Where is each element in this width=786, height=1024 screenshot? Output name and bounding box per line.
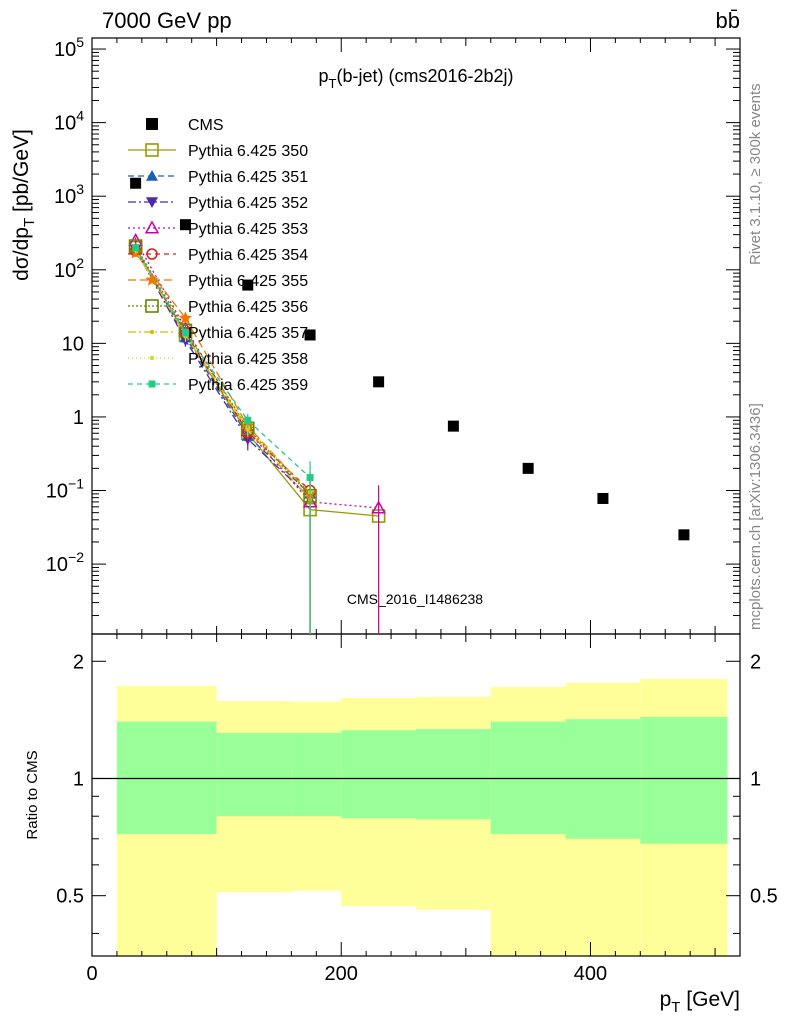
mc-series-layer [128, 232, 386, 634]
ratio-frame-border [91, 633, 741, 957]
legend-item: Pythia 6.425 351 [128, 169, 308, 186]
process-label: bb̄ [716, 8, 740, 33]
green-band [291, 732, 342, 817]
marker [306, 474, 314, 482]
y-tick-label: 1 [73, 407, 84, 429]
marker [678, 529, 690, 541]
x-axis-label: pT [GeV] [660, 988, 740, 1016]
marker [144, 220, 160, 234]
marker [149, 329, 155, 335]
series-line [135, 245, 311, 497]
cms-data-layer [130, 177, 690, 541]
ratio-y-tick-label-right: 2 [750, 651, 761, 673]
legend-label: Pythia 6.425 351 [188, 169, 308, 186]
legend-label: Pythia 6.425 354 [188, 247, 308, 264]
marker [242, 279, 254, 291]
ratio-y-tick-label: 2 [73, 651, 84, 673]
legend-label: Pythia 6.425 357 [188, 325, 308, 342]
legend-item: Pythia 6.425 357 [128, 325, 308, 342]
main-plot-frame: 10−2 10−1 1 10 102 103 104 105 [46, 34, 741, 956]
marker [522, 462, 534, 474]
marker [146, 118, 158, 130]
y-tick-label: 10−1 [46, 476, 84, 503]
x-tick-label: 200 [325, 963, 358, 985]
x-tick-label: 400 [574, 963, 607, 985]
legend-item: Pythia 6.425 352 [128, 195, 308, 212]
series-line [135, 248, 311, 499]
legend-label: CMS [188, 117, 224, 134]
green-band [216, 732, 292, 817]
marker [179, 219, 191, 231]
legend-item: Pythia 6.425 353 [128, 220, 308, 238]
legend-label: Pythia 6.425 352 [188, 195, 308, 212]
marker [597, 492, 609, 504]
collision-label: 7000 GeV pp [102, 8, 232, 33]
marker [181, 329, 189, 337]
green-band [416, 728, 491, 820]
ratio-y-tick-label: 0.5 [56, 886, 84, 908]
legend-label: Pythia 6.425 350 [188, 143, 308, 160]
marker [145, 143, 159, 157]
legend: CMS Pythia 6.425 350 Pythia 6.425 351 Pythi… [128, 117, 308, 394]
y-tick-label: 104 [54, 108, 84, 135]
green-band [341, 730, 416, 819]
legend-item: Pythia 6.425 356 [128, 299, 308, 316]
marker [149, 355, 155, 361]
marker [304, 329, 316, 341]
legend-item: Pythia 6.425 358 [128, 351, 308, 368]
legend-item: Pythia 6.425 359 [128, 377, 308, 394]
marker [146, 170, 158, 181]
marker [145, 299, 159, 313]
marker [148, 380, 156, 388]
legend-label: Pythia 6.425 358 [188, 351, 308, 368]
y-tick-label: 10 [62, 333, 84, 355]
ratio-y-tick-label-right: 0.5 [750, 886, 778, 908]
marker [130, 177, 142, 189]
legend-label: Pythia 6.425 355 [188, 273, 308, 290]
ratio-bands [92, 679, 740, 956]
marker [244, 416, 252, 424]
y-tick-label: 105 [54, 34, 84, 61]
y-axis-label-ratio: Ratio to CMS [24, 750, 41, 839]
rivet-label: Rivet 3.1.10, ≥ 300k events [747, 83, 764, 265]
series-line [135, 252, 311, 495]
marker [146, 248, 158, 260]
ratio-plot-frame: 0 200 400 0.5 0.5 1 1 2 2 [56, 633, 778, 985]
mcplots-label: mcplots.cern.ch [arXiv:1306.3436] [747, 403, 764, 630]
legend-label: Pythia 6.425 356 [188, 299, 308, 316]
legend-item: Pythia 6.425 355 [128, 273, 308, 290]
ratio-y-tick-label-right: 1 [750, 768, 761, 790]
legend-label: Pythia 6.425 359 [188, 377, 308, 394]
y-axis-label-main: dσ/dpT [pb/GeV] [10, 129, 38, 281]
marker [146, 197, 158, 208]
axis-labels: dσ/dpT [pb/GeV] Ratio to CMS pT [GeV] [10, 129, 740, 1016]
green-band [116, 721, 217, 835]
marker [447, 420, 459, 432]
mc-series-10 [132, 244, 314, 634]
green-band [640, 716, 728, 844]
marker [371, 500, 386, 514]
y-tick-label: 103 [54, 181, 84, 208]
series-line [135, 247, 311, 479]
plot-title-text: pT(b-jet) (cms2016-2b2j) [318, 66, 513, 91]
series-line [135, 249, 311, 501]
y-tick-label: 10−2 [46, 549, 84, 576]
y-tick-label: 102 [54, 255, 84, 282]
marker [178, 311, 193, 324]
marker [145, 273, 159, 286]
x-tick-label: 0 [86, 963, 97, 985]
green-band [490, 721, 566, 835]
legend-item: Pythia 6.425 350 [128, 143, 308, 160]
watermark: CMS_2016_I1486238 [347, 591, 483, 607]
ratio-y-tick-label: 1 [73, 768, 84, 790]
marker [132, 244, 140, 252]
plot-title: pT(b-jet) (cms2016-2b2j) [318, 66, 513, 91]
legend-item: Pythia 6.425 354 [128, 247, 308, 264]
legend-item: CMS [146, 117, 224, 134]
marker [373, 376, 385, 388]
legend-label: Pythia 6.425 353 [188, 221, 308, 238]
